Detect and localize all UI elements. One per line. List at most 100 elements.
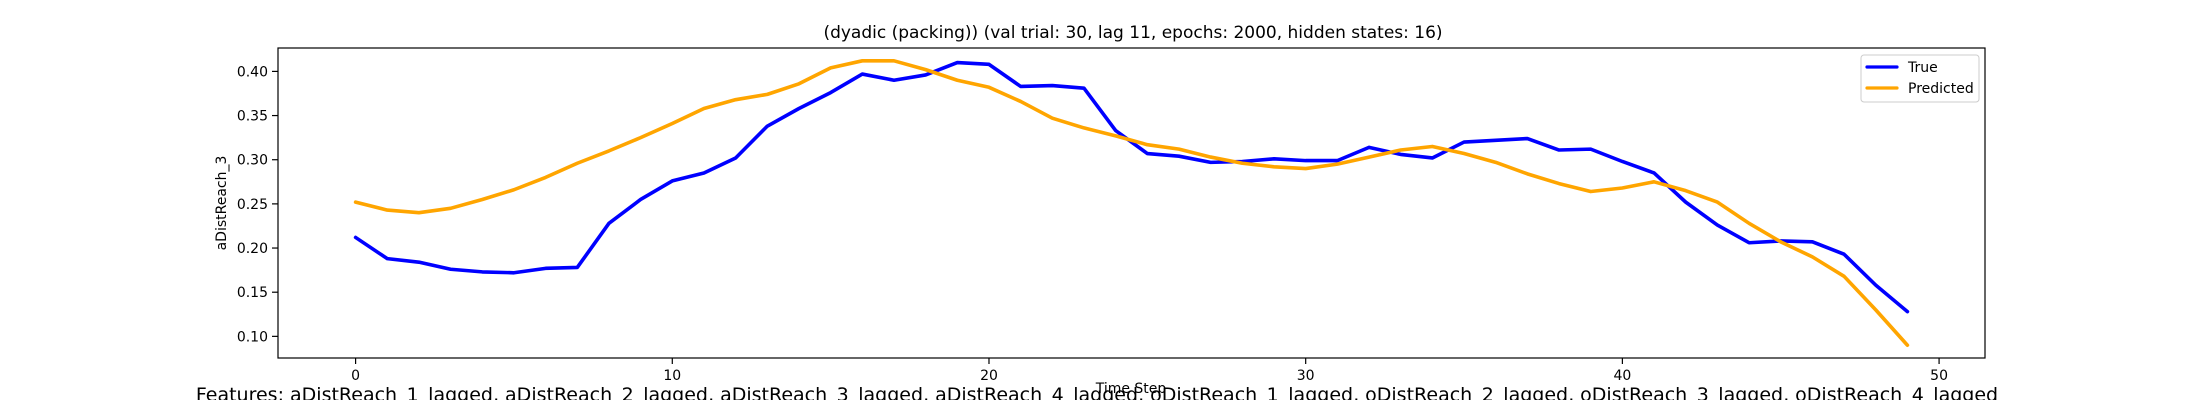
data-point-predicted [1716,200,1720,204]
data-point-predicted [861,59,865,63]
data-point-true [829,91,833,95]
data-point-true [1494,138,1498,142]
data-point-true [639,198,643,202]
data-point-predicted [354,200,358,204]
data-point-true [1051,84,1055,88]
data-point-predicted [1652,180,1656,184]
data-point-predicted [1209,155,1213,159]
data-point-predicted [1621,186,1625,190]
x-tick-label: 0 [351,368,360,384]
data-point-true [417,260,421,264]
data-point-true [544,267,548,271]
data-point-predicted [1684,189,1688,193]
data-point-predicted [1906,343,1910,347]
data-point-predicted [766,93,770,97]
data-point-predicted [1526,172,1530,176]
data-point-predicted [1811,255,1815,259]
data-point-predicted [1779,240,1783,244]
data-point-true [797,107,801,111]
data-point-true [480,270,484,274]
series-line-predicted [353,59,1910,347]
data-point-predicted [1241,161,1245,165]
x-tick-label: 40 [1613,368,1631,384]
data-point-predicted [417,211,421,215]
data-point-predicted [1589,190,1593,194]
y-tick-label: 0.20 [237,241,268,257]
data-point-predicted [1747,222,1751,226]
data-point-predicted [449,207,453,211]
data-point-true [354,236,358,240]
data-point-predicted [1874,308,1878,312]
data-point-true [956,61,960,65]
plot-area [277,47,1986,359]
data-point-true [1399,153,1403,157]
data-point-true [1684,200,1688,204]
data-point-predicted [924,68,928,72]
data-point-true [1557,148,1561,152]
data-point-true [892,78,896,82]
data-point-true [766,124,770,128]
data-point-predicted [1146,143,1150,147]
y-tick-label: 0.30 [237,153,268,169]
data-point-predicted [1019,100,1023,104]
data-point-predicted [385,208,389,212]
x-axis-label: Time Step [1095,381,1167,397]
legend-label-true: True [1907,60,1938,76]
data-point-predicted [702,107,706,111]
data-point-true [734,156,738,160]
data-point-true [1367,146,1371,150]
data-point-predicted [575,161,579,165]
chart-title: (dyadic (packing)) (val trial: 30, lag 1… [823,23,1442,43]
data-point-predicted [987,86,991,90]
data-point-true [1146,152,1150,156]
data-point-predicted [1177,147,1181,151]
data-point-true [1621,160,1625,164]
x-tick-label: 20 [980,368,998,384]
x-tick-label: 50 [1930,368,1948,384]
legend: True Predicted [1860,54,1980,103]
plot-frame [277,47,1986,359]
data-point-true [512,271,516,275]
y-axis-label: aDistReach_3 [214,156,230,251]
data-point-predicted [1272,165,1276,169]
data-point-true [1272,157,1276,161]
data-point-true [1209,161,1213,165]
data-point-predicted [1462,152,1466,156]
data-point-predicted [1114,134,1118,138]
data-point-predicted [1051,116,1055,120]
data-point-true [1336,159,1340,163]
data-point-predicted [734,98,738,102]
data-point-predicted [1082,126,1086,130]
data-point-predicted [1557,182,1561,186]
data-point-true [1874,283,1878,287]
data-point-predicted [607,149,611,153]
data-point-true [670,179,674,183]
y-tick-label: 0.25 [237,197,268,213]
features-caption: Features: aDistReach_1_lagged, aDistReac… [196,384,1998,400]
x-tick-label: 10 [663,368,681,384]
data-point-true [1747,241,1751,245]
data-point-true [702,171,706,175]
data-point-predicted [797,82,801,86]
data-point-true [385,257,389,261]
data-point-true [575,266,579,270]
data-point-predicted [1431,145,1435,149]
y-tick-label: 0.15 [237,285,268,301]
data-point-predicted [1494,161,1498,165]
data-point-true [1811,240,1815,244]
data-point-true [1526,137,1530,141]
data-point-true [1652,171,1656,175]
data-point-predicted [1842,275,1846,279]
data-point-predicted [512,188,516,192]
data-point-predicted [1304,167,1308,171]
data-point-true [1462,140,1466,144]
data-point-true [449,267,453,271]
data-point-true [861,72,865,76]
data-point-predicted [1367,155,1371,159]
data-point-true [1906,310,1910,314]
y-tick-label: 0.40 [237,64,268,80]
series-layer [353,59,1910,347]
data-point-true [987,63,991,67]
